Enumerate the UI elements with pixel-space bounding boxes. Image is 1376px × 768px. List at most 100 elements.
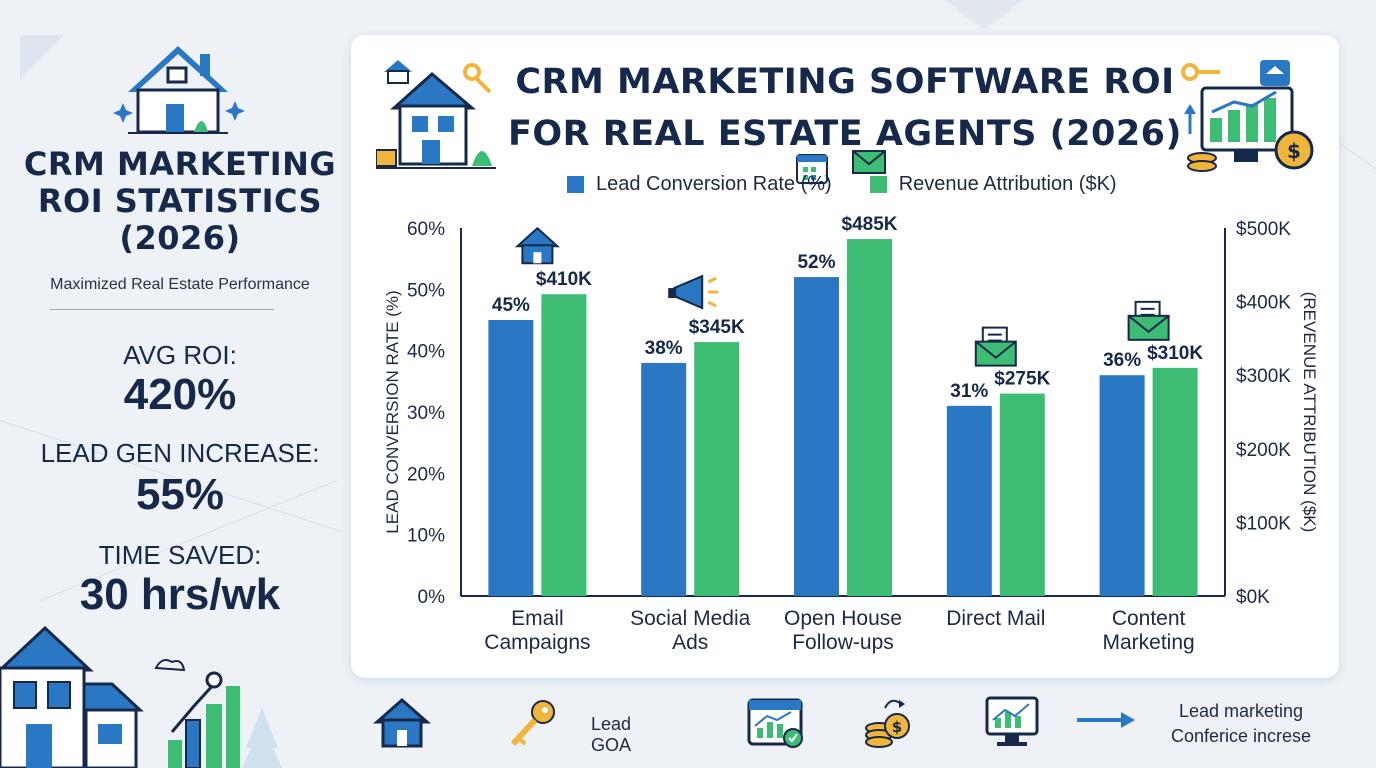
bar-lead-conversion	[1099, 375, 1145, 596]
y-tick-label-right: $100K	[1236, 513, 1291, 534]
envelope-flap	[975, 340, 1017, 359]
x-tick-label: Direct Mail	[946, 607, 1045, 630]
bar-revenue-attribution	[999, 393, 1045, 596]
sidebar-title: CRM MARKETING ROI STATISTICS (2026)	[23, 145, 337, 257]
y-tick-label-right: $500K	[1236, 219, 1291, 240]
bar-lead-conversion	[794, 277, 839, 596]
x-tick-label: Content	[1112, 607, 1186, 630]
envelope-body	[974, 340, 1017, 367]
data-label-revenue: $345K	[689, 317, 745, 338]
key-icon	[510, 700, 555, 747]
y-axis-title-right: (REVENUE ATTRIBUTION ($K)	[1300, 292, 1319, 533]
data-label-lead-conversion: 36%	[1103, 350, 1141, 371]
x-tick-label: Follow-ups	[792, 631, 894, 654]
house-icon	[376, 60, 496, 169]
svg-text:$: $	[1287, 139, 1301, 163]
y-tick-label-right: $0K	[1236, 587, 1270, 608]
y-tick-label-right: $200K	[1236, 440, 1291, 461]
data-label-revenue: $410K	[536, 269, 592, 290]
x-tick-label: Marketing	[1102, 631, 1194, 654]
calendar-icon	[796, 150, 886, 185]
data-label-lead-conversion: 45%	[492, 295, 530, 316]
bar-revenue-attribution	[1152, 367, 1198, 596]
bar-revenue-attribution	[541, 294, 587, 596]
megaphone-handle	[668, 288, 677, 299]
megaphone-icon	[668, 274, 719, 310]
svg-text:$: $	[892, 718, 902, 736]
bar-lead-conversion	[641, 362, 687, 596]
envelope-body	[1127, 314, 1170, 341]
data-label-revenue: $310K	[1147, 343, 1203, 364]
bar-revenue-attribution	[847, 239, 892, 597]
avg-roi-label: AVG ROI:	[123, 340, 237, 370]
caption-line-1: Lead marketing	[1178, 701, 1304, 721]
calendar-cell	[811, 167, 816, 173]
x-tick-label: Email	[511, 607, 564, 630]
background-shape	[944, 0, 1024, 30]
chart-legend: Lead Conversion Rate (%) Revenue Attribu…	[567, 172, 1155, 196]
y-tick-label-left: 30%	[407, 403, 445, 424]
bottom-icon-strip: Lead GOA $ Lead marketing Conferice incr…	[351, 690, 1351, 768]
data-label-revenue: $485K	[842, 214, 898, 235]
x-tick-label: Open House	[784, 607, 902, 630]
y-axis-title-left: LEAD CONVERSION RATE (%)	[383, 290, 402, 533]
y-tick-label-left: 0%	[418, 587, 446, 608]
data-label-revenue: $275K	[994, 369, 1050, 390]
megaphone-body	[673, 274, 704, 310]
neighborhood-illustration	[0, 625, 282, 768]
data-label-lead-conversion: 38%	[645, 338, 683, 359]
y-tick-label-left: 10%	[407, 526, 445, 547]
legend-swatch-green	[869, 175, 887, 193]
bar-lead-conversion	[946, 405, 992, 596]
calendar-chart-icon	[747, 698, 803, 748]
house-roof	[514, 226, 561, 248]
bar-lead-conversion	[488, 320, 534, 596]
house-icon	[113, 46, 245, 134]
envelope-flap	[852, 150, 886, 166]
calendar-cell	[803, 175, 808, 181]
chart-monitor-icon	[985, 696, 1039, 746]
time-saved-label: TIME SAVED:	[98, 540, 262, 570]
stats-sidebar: CRM MARKETING ROI STATISTICS (2026) Maxi…	[0, 0, 345, 768]
calendar-cell	[803, 167, 808, 173]
legend-item-lead-conversion: Lead Conversion Rate (%)	[567, 173, 832, 196]
sidebar-divider	[50, 309, 274, 310]
data-label-lead-conversion: 31%	[950, 381, 988, 402]
house-icon	[514, 226, 561, 265]
sidebar-subtitle: Maximized Real Estate Performance	[50, 276, 310, 293]
lead-gen-label: LEAD GEN INCREASE:	[40, 438, 320, 468]
x-tick-label: Social Media	[630, 607, 751, 630]
background-shape	[20, 35, 64, 79]
lead-goa-label: Lead GOA	[590, 714, 632, 755]
time-saved-value: 30 hrs/wk	[79, 570, 281, 619]
legend-label: Lead Conversion Rate (%)	[596, 172, 832, 195]
y-tick-label-left: 40%	[407, 342, 445, 363]
x-tick-label: Campaigns	[484, 631, 590, 654]
megaphone-ray	[707, 276, 717, 284]
y-tick-label-left: 20%	[407, 464, 445, 485]
coins-icon: $	[865, 699, 910, 748]
megaphone-ray	[707, 300, 717, 308]
avg-roi-value: 420%	[123, 370, 237, 419]
arrow-right-icon	[1077, 712, 1135, 728]
envelope-flap	[1127, 315, 1170, 334]
x-tick-label: Ads	[672, 631, 708, 654]
house-door	[533, 252, 542, 264]
chart-title: CRM MARKETING SOFTWARE ROI FOR REAL ESTA…	[507, 62, 1183, 154]
legend-swatch-blue	[567, 175, 584, 193]
caption-line-2: Conferice increse	[1170, 726, 1312, 746]
y-tick-label-left: 60%	[407, 219, 445, 240]
envelope-icon	[1127, 300, 1170, 341]
bar-revenue-attribution	[694, 342, 740, 596]
y-tick-label-left: 50%	[407, 280, 445, 301]
envelope-icon	[974, 326, 1017, 367]
y-tick-label-right: $400K	[1236, 293, 1291, 314]
legend-item-revenue: Revenue Attribution ($K)	[869, 172, 1117, 196]
house-icon	[373, 698, 431, 748]
calendar-header	[797, 155, 827, 163]
legend-label: Revenue Attribution ($K)	[898, 172, 1117, 195]
chart-monitor-icon: $	[1181, 60, 1314, 172]
calendar-cell	[811, 175, 816, 181]
data-label-lead-conversion: 52%	[797, 252, 835, 273]
